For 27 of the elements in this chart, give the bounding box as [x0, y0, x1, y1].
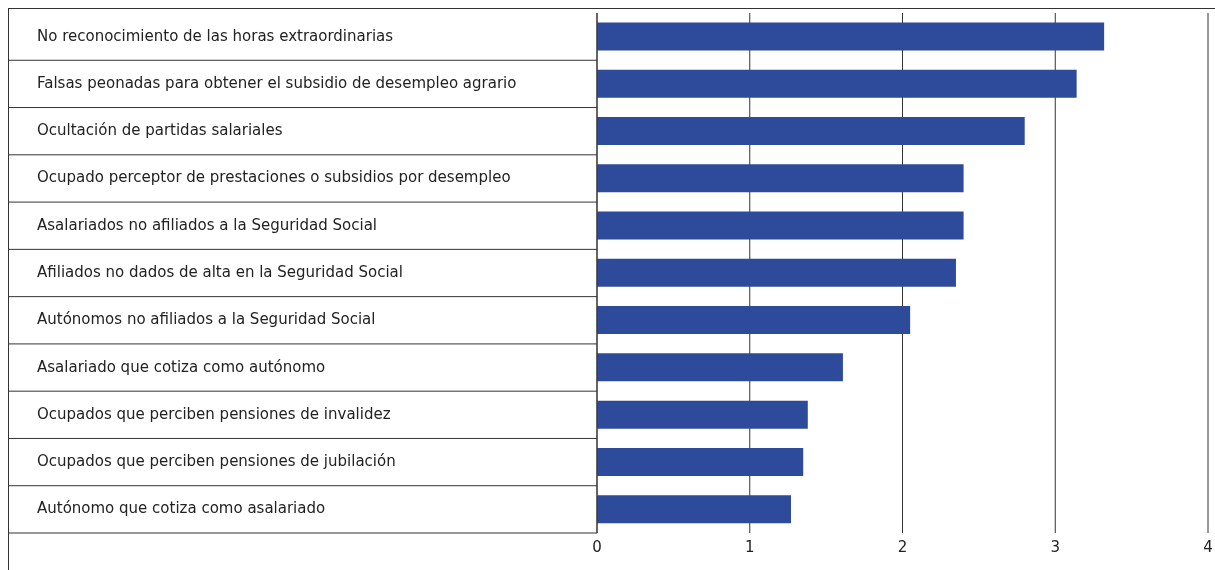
bar — [597, 22, 1105, 51]
bar — [597, 211, 964, 240]
bar — [597, 447, 804, 476]
bar — [597, 258, 956, 287]
bar — [597, 164, 964, 193]
x-tick-label: 4 — [1203, 537, 1213, 556]
y-tick-label: Autónomo que cotiza como asalariado — [37, 499, 326, 518]
y-tick-label: Asalariados no afiliados a la Seguridad Social — [37, 215, 378, 234]
y-tick-label: Afiliados no dados de alta en la Seguridad Social — [37, 263, 403, 281]
bar — [597, 495, 791, 524]
bar — [597, 400, 808, 429]
x-tick-label: 1 — [744, 537, 755, 556]
y-tick-label: Falsas peonadas para obtener el subsidio de desempleo agrario — [37, 73, 517, 92]
y-tick-label: Asalariado que cotiza como autónomo — [37, 357, 326, 376]
bar — [597, 69, 1077, 98]
bar — [597, 353, 843, 382]
bar — [597, 117, 1025, 145]
y-tick-label: Ocupado perceptor de prestaciones o subsidios por desempleo — [37, 168, 511, 187]
bar — [597, 306, 911, 335]
y-tick-label: Autónomos no afiliados a la Seguridad Social — [37, 310, 376, 329]
y-tick-label: Ocupados que perciben pensiones de invalidez — [37, 404, 391, 423]
x-tick-label: 2 — [897, 537, 908, 556]
y-tick-label: Ocupados que perciben pensiones de jubilación — [37, 452, 396, 471]
x-tick-label: 0 — [592, 537, 602, 556]
y-tick-label: No reconocimiento de las horas extraordinarias — [37, 26, 394, 45]
x-tick-label: 3 — [1050, 537, 1061, 556]
y-tick-label: Ocultación de partidas salariales — [37, 121, 283, 140]
